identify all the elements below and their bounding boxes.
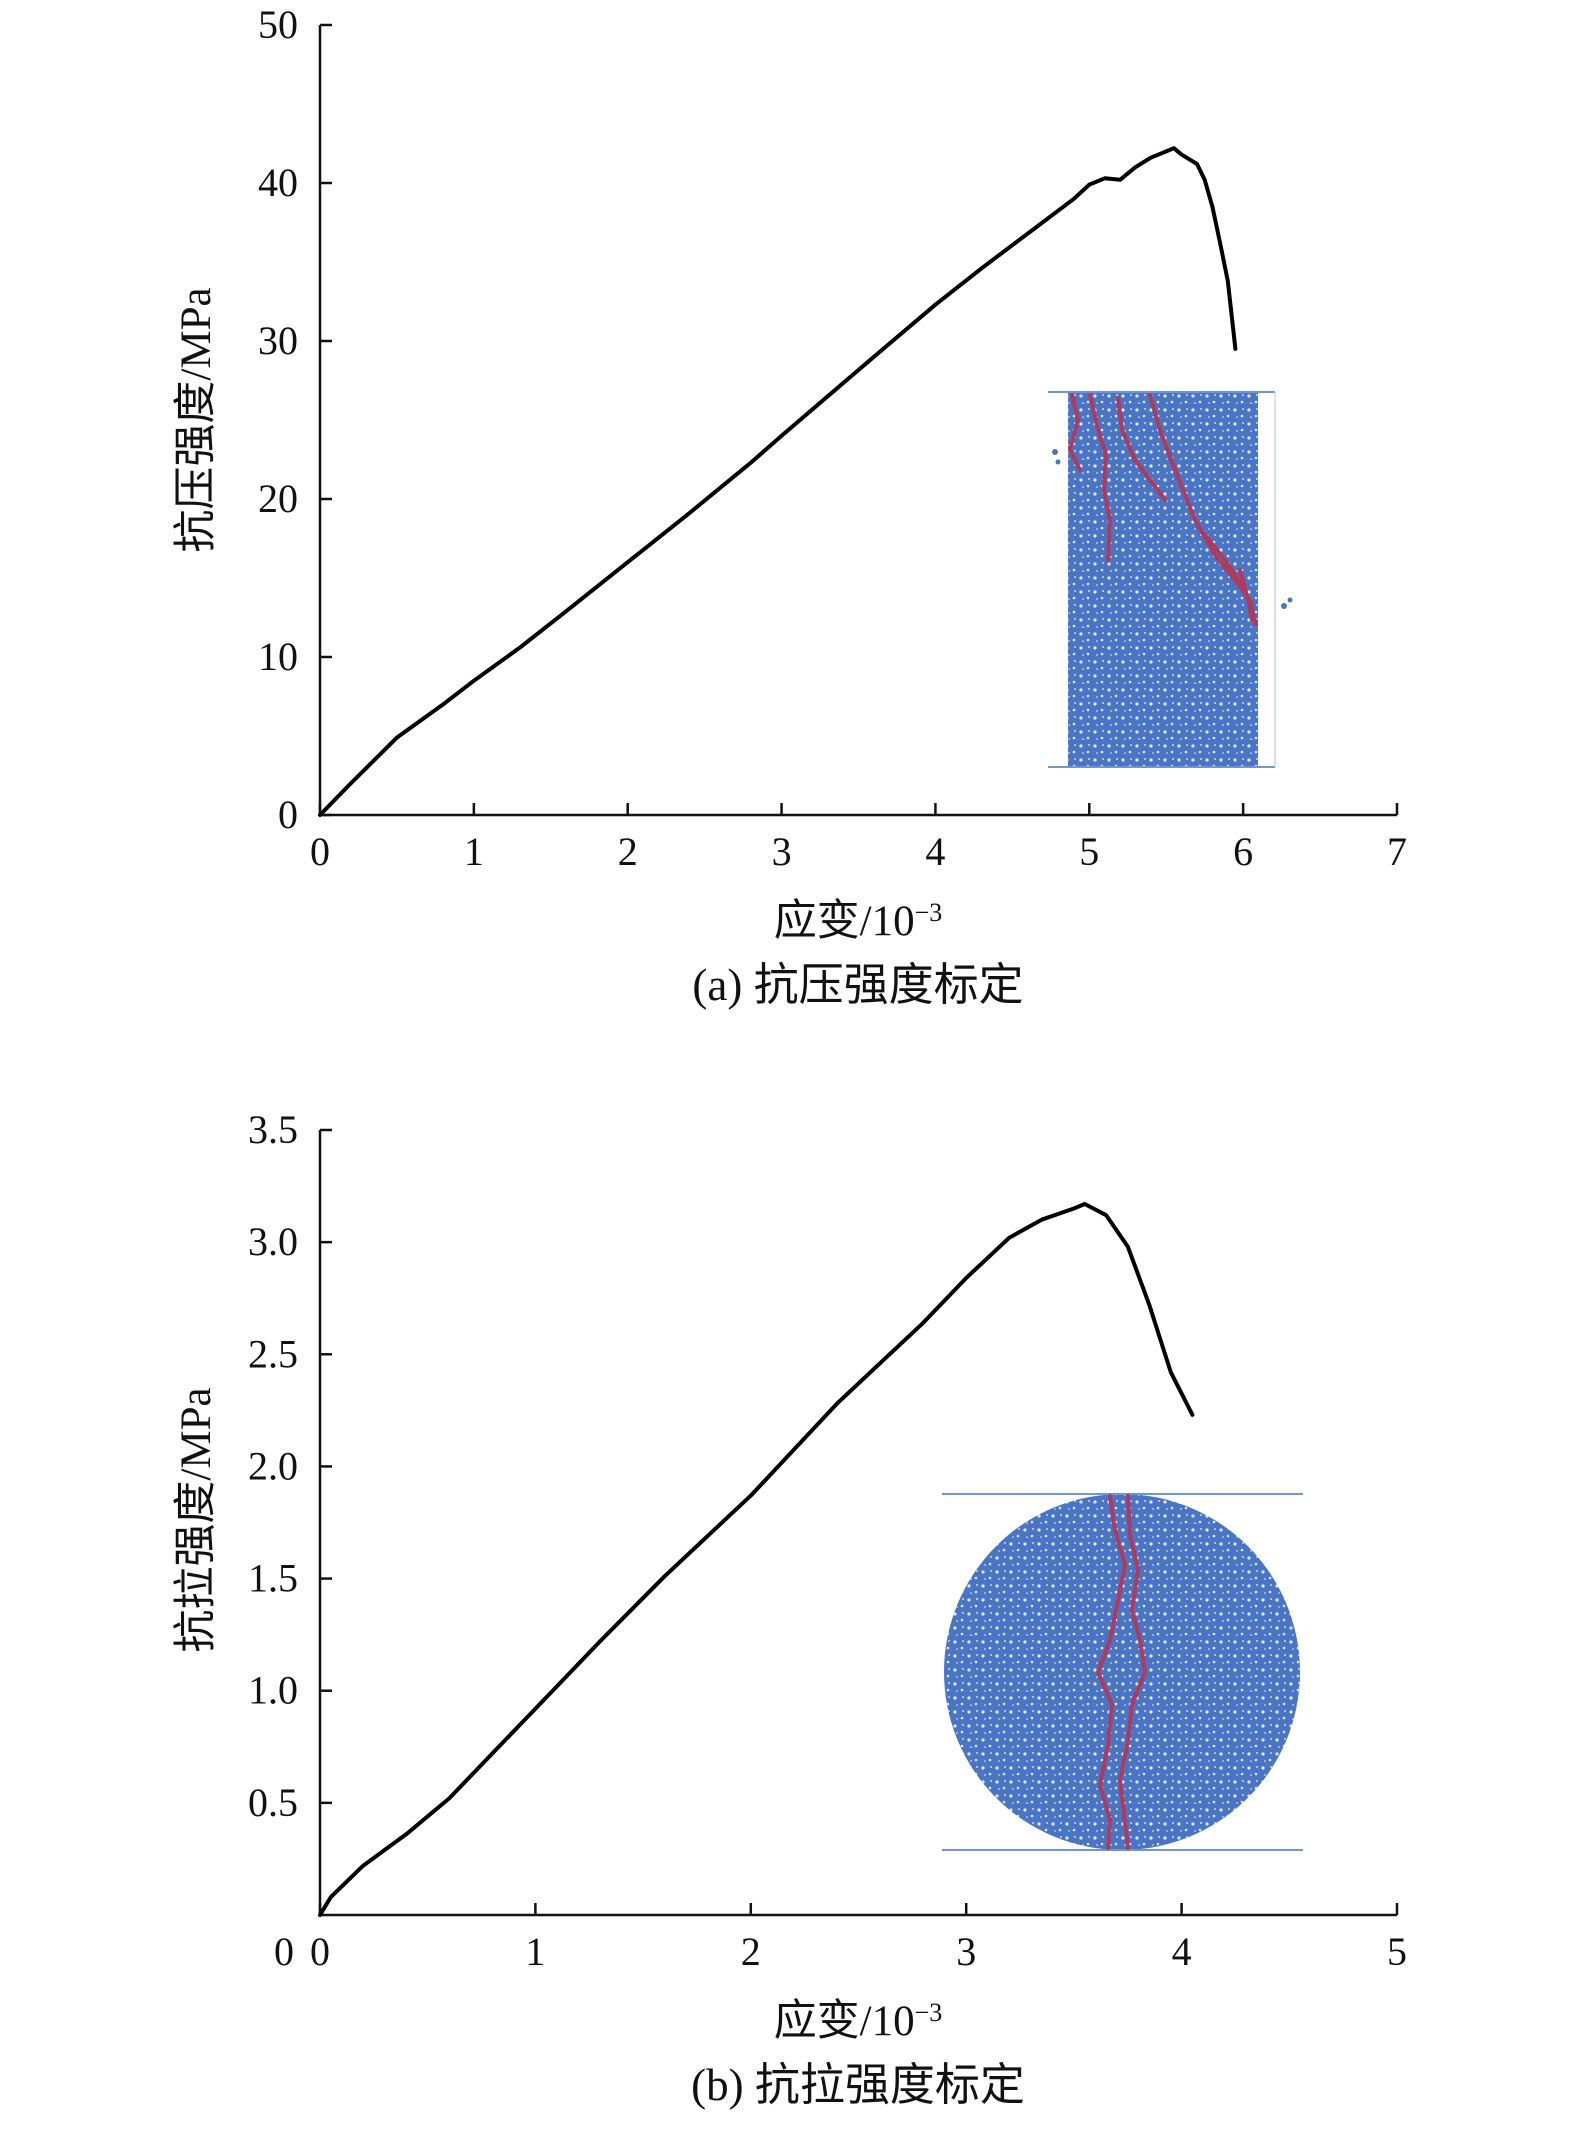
- compressive-y-ticks: 0 10 20 30 40 50: [258, 2, 332, 837]
- tensile-chart-axes: [318, 1130, 1397, 1917]
- tensile-y-origin-label: 0: [274, 1929, 294, 1974]
- compressive-x-tick-label: 3: [772, 829, 792, 874]
- tensile-y-tick-label: 2.5: [248, 1331, 298, 1376]
- compressive-y-tick-label: 40: [258, 160, 298, 205]
- compressive-y-tick-label: 50: [258, 2, 298, 47]
- tensile-y-tick-label: 2.0: [248, 1443, 298, 1488]
- compressive-x-ticks: 0 1 2 3 4 5 6 7: [310, 803, 1407, 874]
- compressive-chart: 0 1 2 3 4 5 6 7 0 10 20 30 40 50: [172, 2, 1407, 1010]
- tensile-crack-pattern: [1095, 1494, 1148, 1850]
- compressive-x-tick-label: 6: [1233, 829, 1253, 874]
- tensile-x-tick-label: 0: [310, 1929, 330, 1974]
- tensile-stress-strain-curve: [318, 1202, 1195, 1917]
- compressive-y-tick-label: 0: [278, 792, 298, 837]
- tensile-x-tick-label: 4: [1172, 1929, 1192, 1974]
- compressive-loose-particles: [1052, 449, 1293, 609]
- compressive-specimen-inset: [1048, 391, 1293, 768]
- tensile-y-tick-label: 0.5: [248, 1780, 298, 1825]
- tensile-x-tick-label: 2: [741, 1929, 761, 1974]
- compressive-chart-axes: [318, 25, 1397, 817]
- tensile-x-ticks: 0 1 2 3 4 5: [310, 1903, 1407, 1974]
- compressive-x-tick-label: 1: [464, 829, 484, 874]
- tensile-x-axis-title: 应变/10−3: [774, 1997, 943, 2045]
- tensile-y-axis-title: 抗拉强度/MPa: [172, 1387, 220, 1652]
- compressive-x-tick-label: 2: [618, 829, 638, 874]
- tensile-y-ticks: 0.5 1.0 1.5 2.0 2.5 3.0 3.5: [248, 1107, 332, 1825]
- compressive-y-tick-label: 30: [258, 318, 298, 363]
- tensile-x-tick-label: 5: [1387, 1929, 1407, 1974]
- compressive-x-axis-title: 应变/10−3: [774, 897, 943, 945]
- svg-text:抗拉强度/MPa: 抗拉强度/MPa: [172, 1387, 220, 1652]
- tensile-x-tick-label: 3: [956, 1929, 976, 1974]
- compressive-crack-pattern: [1067, 393, 1258, 627]
- compressive-stress-strain-curve: [318, 146, 1238, 817]
- compressive-y-axis-title: 抗压强度/MPa: [172, 287, 220, 552]
- compressive-x-tick-label: 7: [1387, 829, 1407, 874]
- tensile-specimen-inset: [942, 1493, 1303, 1851]
- compressive-y-tick-label: 10: [258, 634, 298, 679]
- compressive-x-tick-label: 5: [1079, 829, 1099, 874]
- tensile-caption: (b) 抗拉强度标定: [691, 2060, 1025, 2110]
- tensile-x-tick-label: 1: [525, 1929, 545, 1974]
- compressive-y-tick-label: 20: [258, 476, 298, 521]
- svg-text:抗压强度/MPa: 抗压强度/MPa: [172, 287, 220, 552]
- compressive-caption: (a) 抗压强度标定: [692, 960, 1023, 1010]
- tensile-y-tick-label: 3.5: [248, 1107, 298, 1152]
- compressive-x-tick-label: 0: [310, 829, 330, 874]
- compressive-x-tick-label: 4: [925, 829, 945, 874]
- tensile-y-tick-label: 1.0: [248, 1668, 298, 1713]
- tensile-y-tick-label: 3.0: [248, 1219, 298, 1264]
- tensile-y-tick-label: 1.5: [248, 1556, 298, 1601]
